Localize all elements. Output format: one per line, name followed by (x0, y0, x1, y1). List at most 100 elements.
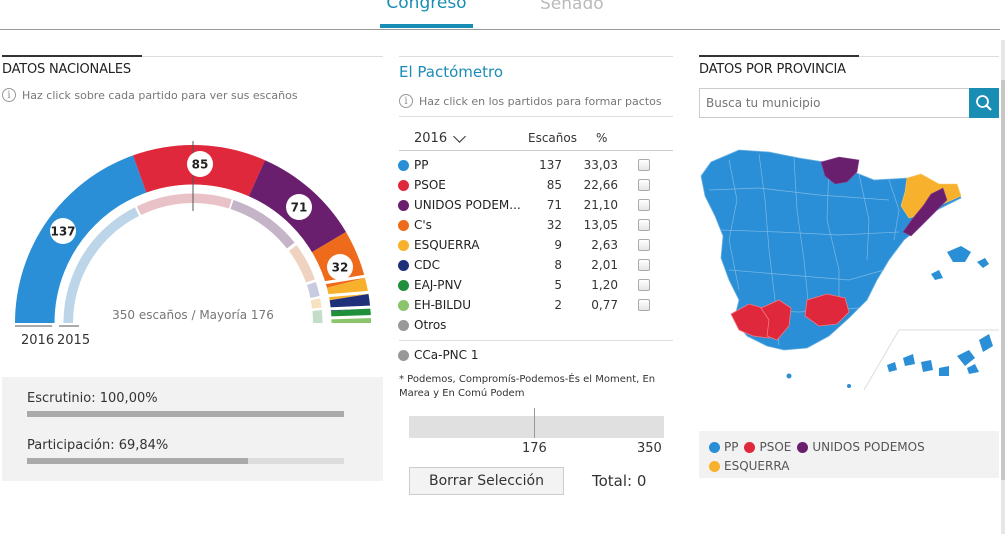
year-outer-label: 2016 (21, 333, 54, 348)
participacion-bar-fill (27, 458, 249, 464)
party-pct: 1,20 (591, 278, 618, 292)
scrollbar-thumb[interactable] (1001, 80, 1005, 480)
total-label: Total: (592, 472, 633, 490)
party-color-dot (398, 239, 409, 251)
party-row[interactable]: Otros (398, 315, 673, 335)
footnote: * Podemos, Compromís-Podemos-És el Momen… (399, 374, 656, 399)
escrutinio-bar (27, 411, 344, 417)
party-name: PSOE (414, 178, 446, 192)
pact-progress-bar (409, 416, 664, 438)
party-pct: 33,03 (583, 158, 618, 172)
section-title-provincias: DATOS POR PROVINCIA (699, 62, 846, 77)
svg-text:71: 71 (291, 201, 308, 215)
party-color-dot (398, 179, 409, 191)
party-row[interactable]: PP 137 33,03 (398, 155, 673, 175)
search-icon (976, 95, 992, 111)
legend-item: PSOE (744, 439, 791, 456)
map-region-psoe-sevilla[interactable] (760, 299, 792, 341)
page-scrollbar[interactable] (1001, 40, 1005, 534)
seat-badge-cs: 32 (327, 254, 353, 280)
section-rule (142, 56, 383, 57)
info-icon: i (2, 88, 16, 102)
hemicycle-inner-cs[interactable] (289, 242, 319, 283)
participacion-bar (27, 458, 344, 464)
party-seats: 137 (539, 158, 562, 172)
party-pct: 13,05 (583, 218, 618, 232)
party-name: Otros (414, 318, 447, 332)
hint-text: Haz click en los partidos para formar pa… (419, 94, 662, 108)
party-seats: 2 (554, 298, 562, 312)
year-select[interactable]: 2016 (414, 129, 466, 146)
party-row[interactable]: C's 32 13,05 (398, 215, 673, 235)
party-select-checkbox[interactable] (638, 159, 650, 171)
map-region-up-cataluna[interactable] (902, 187, 948, 237)
spain-province-map[interactable] (699, 140, 999, 400)
majority-marker (534, 408, 535, 438)
col-header-pct: % (596, 131, 608, 145)
municipio-search-input[interactable] (699, 88, 970, 118)
party-select-checkbox[interactable] (638, 239, 650, 251)
party-name: CDC (414, 258, 440, 272)
party-name: C's (414, 218, 432, 232)
hemicycle-seg-pp[interactable] (15, 155, 148, 323)
party-color-dot (398, 199, 409, 211)
party-seats: 5 (554, 278, 562, 292)
clear-selection-button[interactable]: Borrar Selección (409, 467, 564, 495)
party-select-checkbox[interactable] (638, 219, 650, 231)
map-region-canarias[interactable] (887, 334, 993, 376)
party-row[interactable]: ESQUERRA 9 2,63 (398, 235, 673, 255)
seat-badge-psoe: 85 (187, 151, 213, 177)
year-select-value: 2016 (414, 131, 448, 146)
party-name: ESQUERRA (414, 238, 480, 252)
map-region-up-euskadi[interactable] (820, 156, 860, 185)
pactometro-title: El Pactómetro (399, 63, 504, 81)
tab-senado[interactable]: Senado (540, 0, 604, 14)
party-name: EH-BILDU (414, 298, 471, 312)
party-color-dot (398, 349, 409, 361)
svg-text:85: 85 (192, 158, 209, 172)
legend-label: ESQUERRA (724, 459, 790, 473)
party-name: PP (414, 158, 429, 172)
party-seats: 71 (546, 198, 562, 212)
party-seats: 8 (554, 258, 562, 272)
section-rule (399, 116, 673, 117)
map-region-ceuta[interactable] (786, 373, 792, 379)
legend-item: PP (709, 439, 738, 456)
search-button[interactable] (969, 88, 999, 118)
legend-label: PSOE (759, 440, 792, 454)
map-region-melilla[interactable] (847, 384, 851, 388)
legend-item: ESQUERRA (709, 458, 789, 475)
legend-color-dot (797, 442, 809, 453)
section-title-nacionales: DATOS NACIONALES (2, 62, 131, 77)
party-select-checkbox[interactable] (638, 179, 650, 191)
section-top-bar (2, 55, 142, 57)
party-row[interactable]: EH-BILDU 2 0,77 (398, 295, 673, 315)
party-color-dot (398, 259, 409, 271)
year-inner-label: 2015 (57, 333, 90, 348)
hemicycle-inner-up[interactable] (230, 195, 299, 249)
party-pct: 21,10 (583, 198, 618, 212)
party-pct: 2,01 (591, 258, 618, 272)
party-row[interactable]: CDC 8 2,01 (398, 255, 673, 275)
party-select-checkbox[interactable] (638, 279, 650, 291)
scale-majority: 176 (522, 441, 547, 456)
party-seats: 85 (546, 178, 562, 192)
party-row[interactable]: UNIDOS PODEM... 71 21,10 (398, 195, 673, 215)
info-icon: i (399, 94, 413, 108)
map-region-baleares[interactable] (931, 246, 989, 280)
party-select-checkbox[interactable] (638, 199, 650, 211)
escrutinio-bar-fill (27, 411, 344, 417)
hint-pactometro: i Haz click en los partidos para formar … (399, 94, 662, 108)
party-seats: 9 (554, 238, 562, 252)
tab-congreso[interactable]: Congreso (380, 0, 473, 28)
party-pct: 2,63 (591, 238, 618, 252)
table-header-rule (399, 150, 673, 151)
party-pct: 22,66 (583, 178, 618, 192)
map-region-psoe-jaen[interactable] (804, 293, 850, 327)
party-select-checkbox[interactable] (638, 259, 650, 271)
party-select-checkbox[interactable] (638, 299, 650, 311)
legend-item: UNIDOS PODEMOS (797, 439, 925, 456)
party-row[interactable]: EAJ-PNV 5 1,20 (398, 275, 673, 295)
hemicycle-chart: 137 85 71 32 350 escaños / Mayoría 176 2… (15, 141, 374, 348)
party-row[interactable]: PSOE 85 22,66 (398, 175, 673, 195)
